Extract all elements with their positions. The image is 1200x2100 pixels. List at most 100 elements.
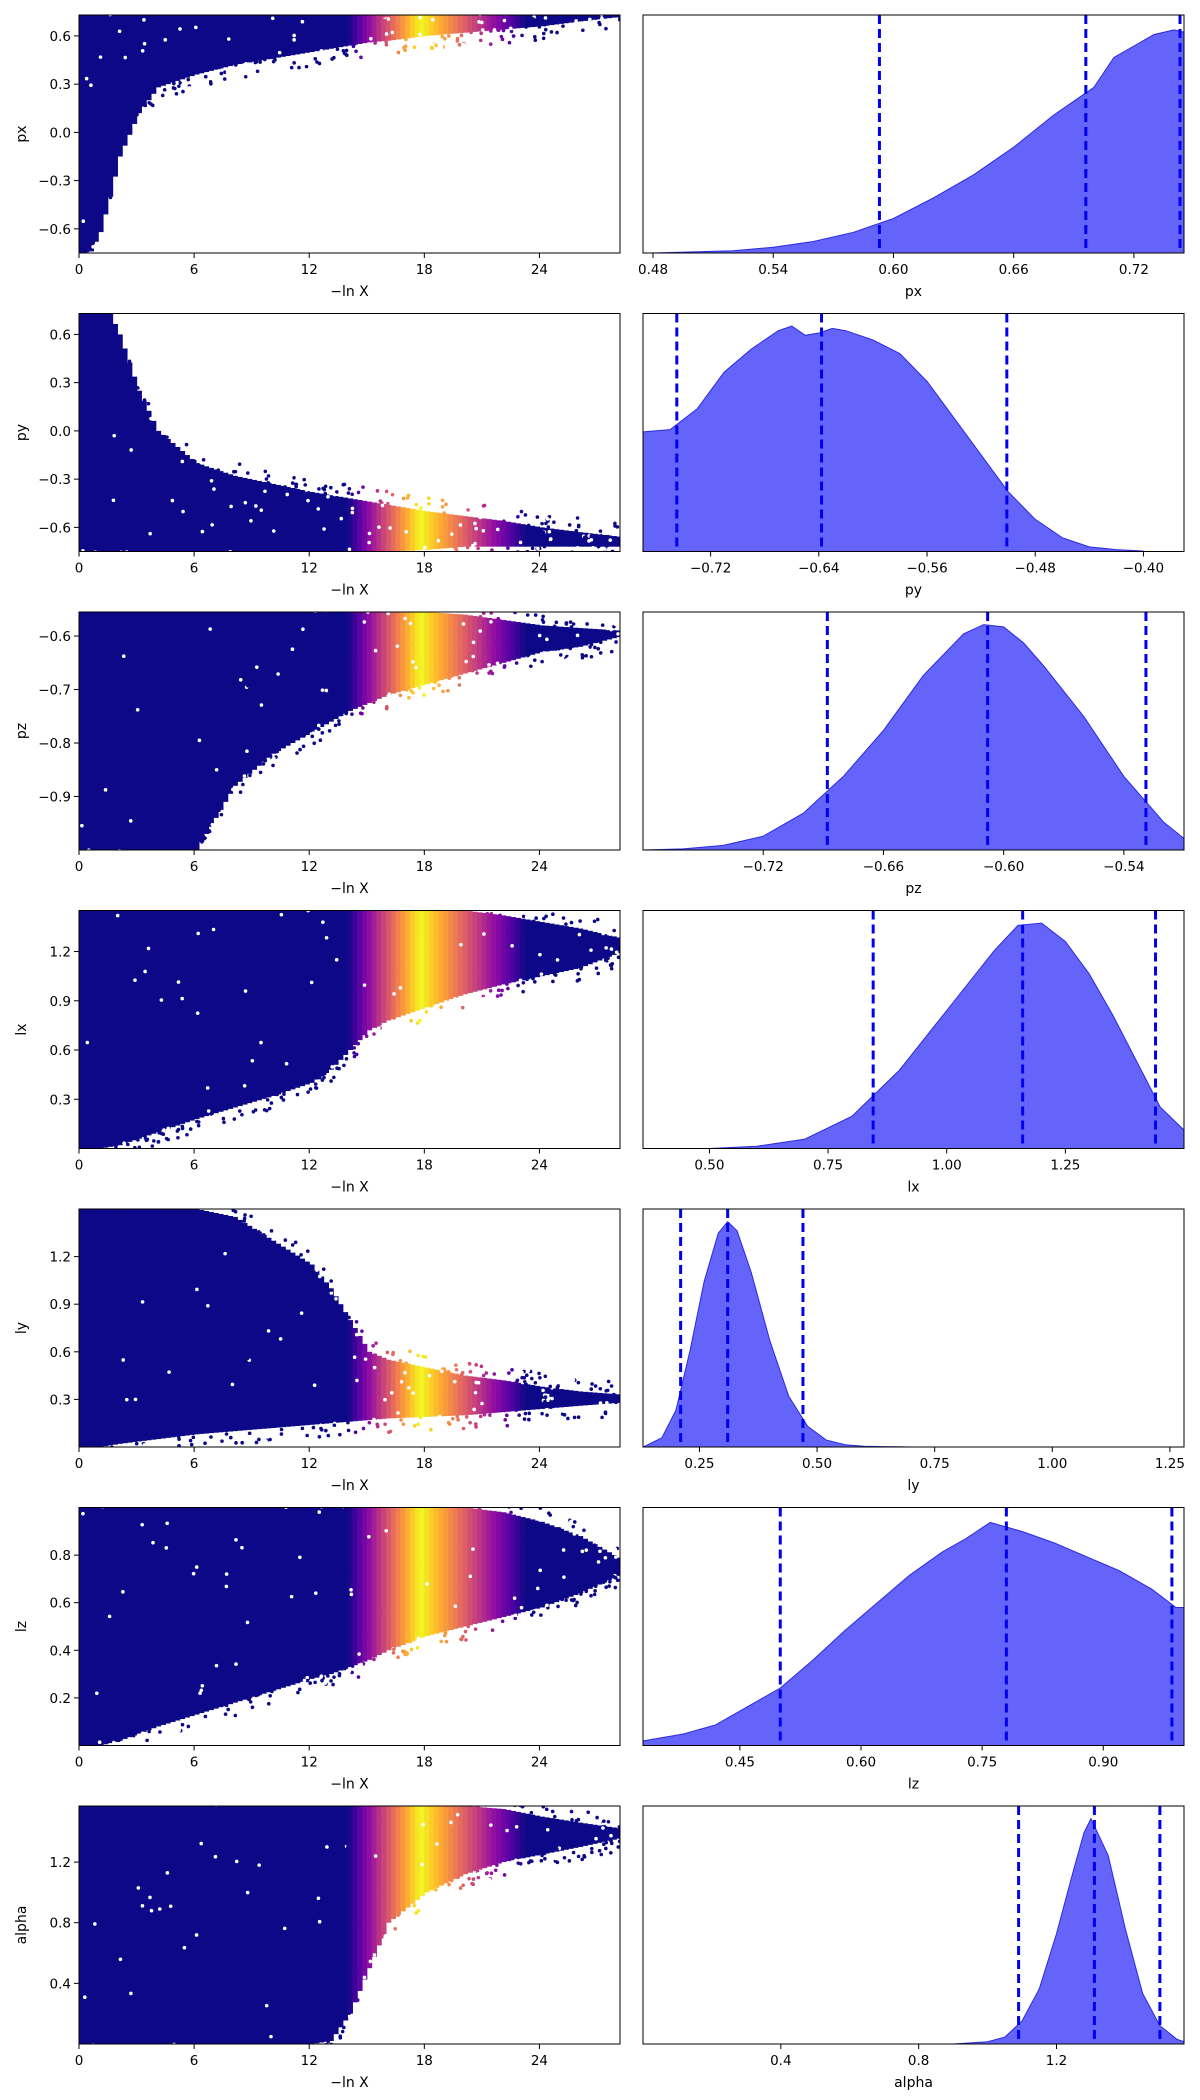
point-band <box>251 1806 258 2044</box>
point-band <box>333 612 339 719</box>
point-band <box>218 15 224 69</box>
scatter-point <box>385 705 389 709</box>
scatter-point <box>475 606 479 610</box>
scatter-point <box>223 1203 227 1207</box>
scatter-point <box>488 18 493 23</box>
scatter-point <box>107 2049 111 2053</box>
scatter-point <box>524 1373 529 1378</box>
scatter-point <box>374 4 378 8</box>
scatter-point <box>107 2049 111 2053</box>
point-band <box>299 15 306 54</box>
scatter-point <box>470 7 474 11</box>
scatter-point <box>233 469 238 474</box>
scatter-point <box>482 932 486 936</box>
scatter-point <box>317 1919 322 1924</box>
scatter-point <box>399 1418 403 1422</box>
scatter-point <box>168 1572 172 1577</box>
point-band <box>376 15 382 42</box>
scatter-point <box>172 81 176 86</box>
x-tick-label: 0.60 <box>846 1755 876 1771</box>
scatter-point <box>506 1623 510 1628</box>
scatter-point <box>241 1050 245 1054</box>
scatter-point <box>99 1205 103 1209</box>
point-band <box>405 508 411 551</box>
scatter-point <box>225 1500 229 1504</box>
scatter-point <box>235 2042 240 2044</box>
scatter-point <box>105 1200 109 1204</box>
scatter-point <box>425 1016 429 1020</box>
scatter-point <box>581 28 585 33</box>
scatter-point <box>588 925 593 930</box>
scatter-point <box>278 622 283 627</box>
scatter-point <box>380 562 384 566</box>
scatter-point <box>197 1540 201 1544</box>
scatter-point <box>300 1262 304 1267</box>
scatter-point <box>384 905 388 909</box>
scatter-point <box>519 954 524 958</box>
scatter-point <box>320 1042 324 1047</box>
scatter-point <box>509 1510 513 1515</box>
scatter-point <box>526 523 531 528</box>
scatter-point <box>471 601 475 605</box>
point-band <box>337 612 344 717</box>
point-band <box>611 630 617 639</box>
scatter-point <box>337 497 341 502</box>
scatter-point <box>106 9 110 13</box>
scatter-point <box>88 597 92 601</box>
scatter-point <box>192 951 196 956</box>
point-band <box>294 1255 301 1426</box>
scatter-point <box>425 653 430 658</box>
scatter-point <box>379 1495 383 1499</box>
scatter-point <box>104 1066 109 1071</box>
scatter-point <box>330 57 334 61</box>
scatter-point <box>80 1793 84 1797</box>
scatter-point <box>545 626 550 631</box>
scatter-point <box>317 487 321 491</box>
point-band <box>246 1507 253 1699</box>
scatter-point <box>282 1926 287 1931</box>
scatter-point <box>260 1792 264 1796</box>
scatter-point <box>574 19 578 23</box>
x-tick-label: −0.60 <box>983 859 1024 875</box>
scatter-point <box>428 597 432 601</box>
point-band <box>285 486 291 552</box>
scatter-point <box>335 47 340 51</box>
scatter-point <box>111 555 115 559</box>
scatter-point <box>541 1806 546 1809</box>
scatter-point <box>133 1397 138 1402</box>
scatter-point <box>238 1530 242 1535</box>
scatter-point <box>561 1409 566 1413</box>
point-band <box>304 490 310 552</box>
scatter-point <box>342 482 347 487</box>
x-tick-label: 6 <box>190 561 199 577</box>
point-band <box>419 1806 425 1897</box>
scatter-point <box>492 910 494 911</box>
scatter-point <box>538 952 542 957</box>
scatter-point <box>357 903 361 907</box>
point-band <box>189 612 195 850</box>
scatter-point <box>234 1859 239 1864</box>
x-tick-label: −0.54 <box>1103 859 1144 875</box>
scatter-point <box>466 1504 470 1508</box>
scatter-point <box>347 1677 352 1681</box>
scatter-point <box>383 1397 387 1402</box>
scatter-point <box>266 597 270 601</box>
point-band <box>505 1513 512 1616</box>
scatter-point <box>253 896 257 900</box>
point-band <box>160 434 166 552</box>
scatter-point <box>596 971 601 976</box>
scatter-point <box>536 36 541 41</box>
scatter-point <box>151 1670 156 1675</box>
scatter-point <box>612 1569 616 1574</box>
point-band <box>150 612 157 850</box>
point-band <box>88 313 94 552</box>
point-band <box>572 15 579 23</box>
scatter-point <box>355 1378 359 1383</box>
scatter-point <box>169 1799 173 1803</box>
scatter-point <box>576 523 581 528</box>
scatter-point <box>610 1564 615 1568</box>
point-band <box>141 15 147 107</box>
scatter-point <box>275 1497 279 1501</box>
point-band <box>395 1806 401 1916</box>
point-band <box>515 1515 521 1614</box>
